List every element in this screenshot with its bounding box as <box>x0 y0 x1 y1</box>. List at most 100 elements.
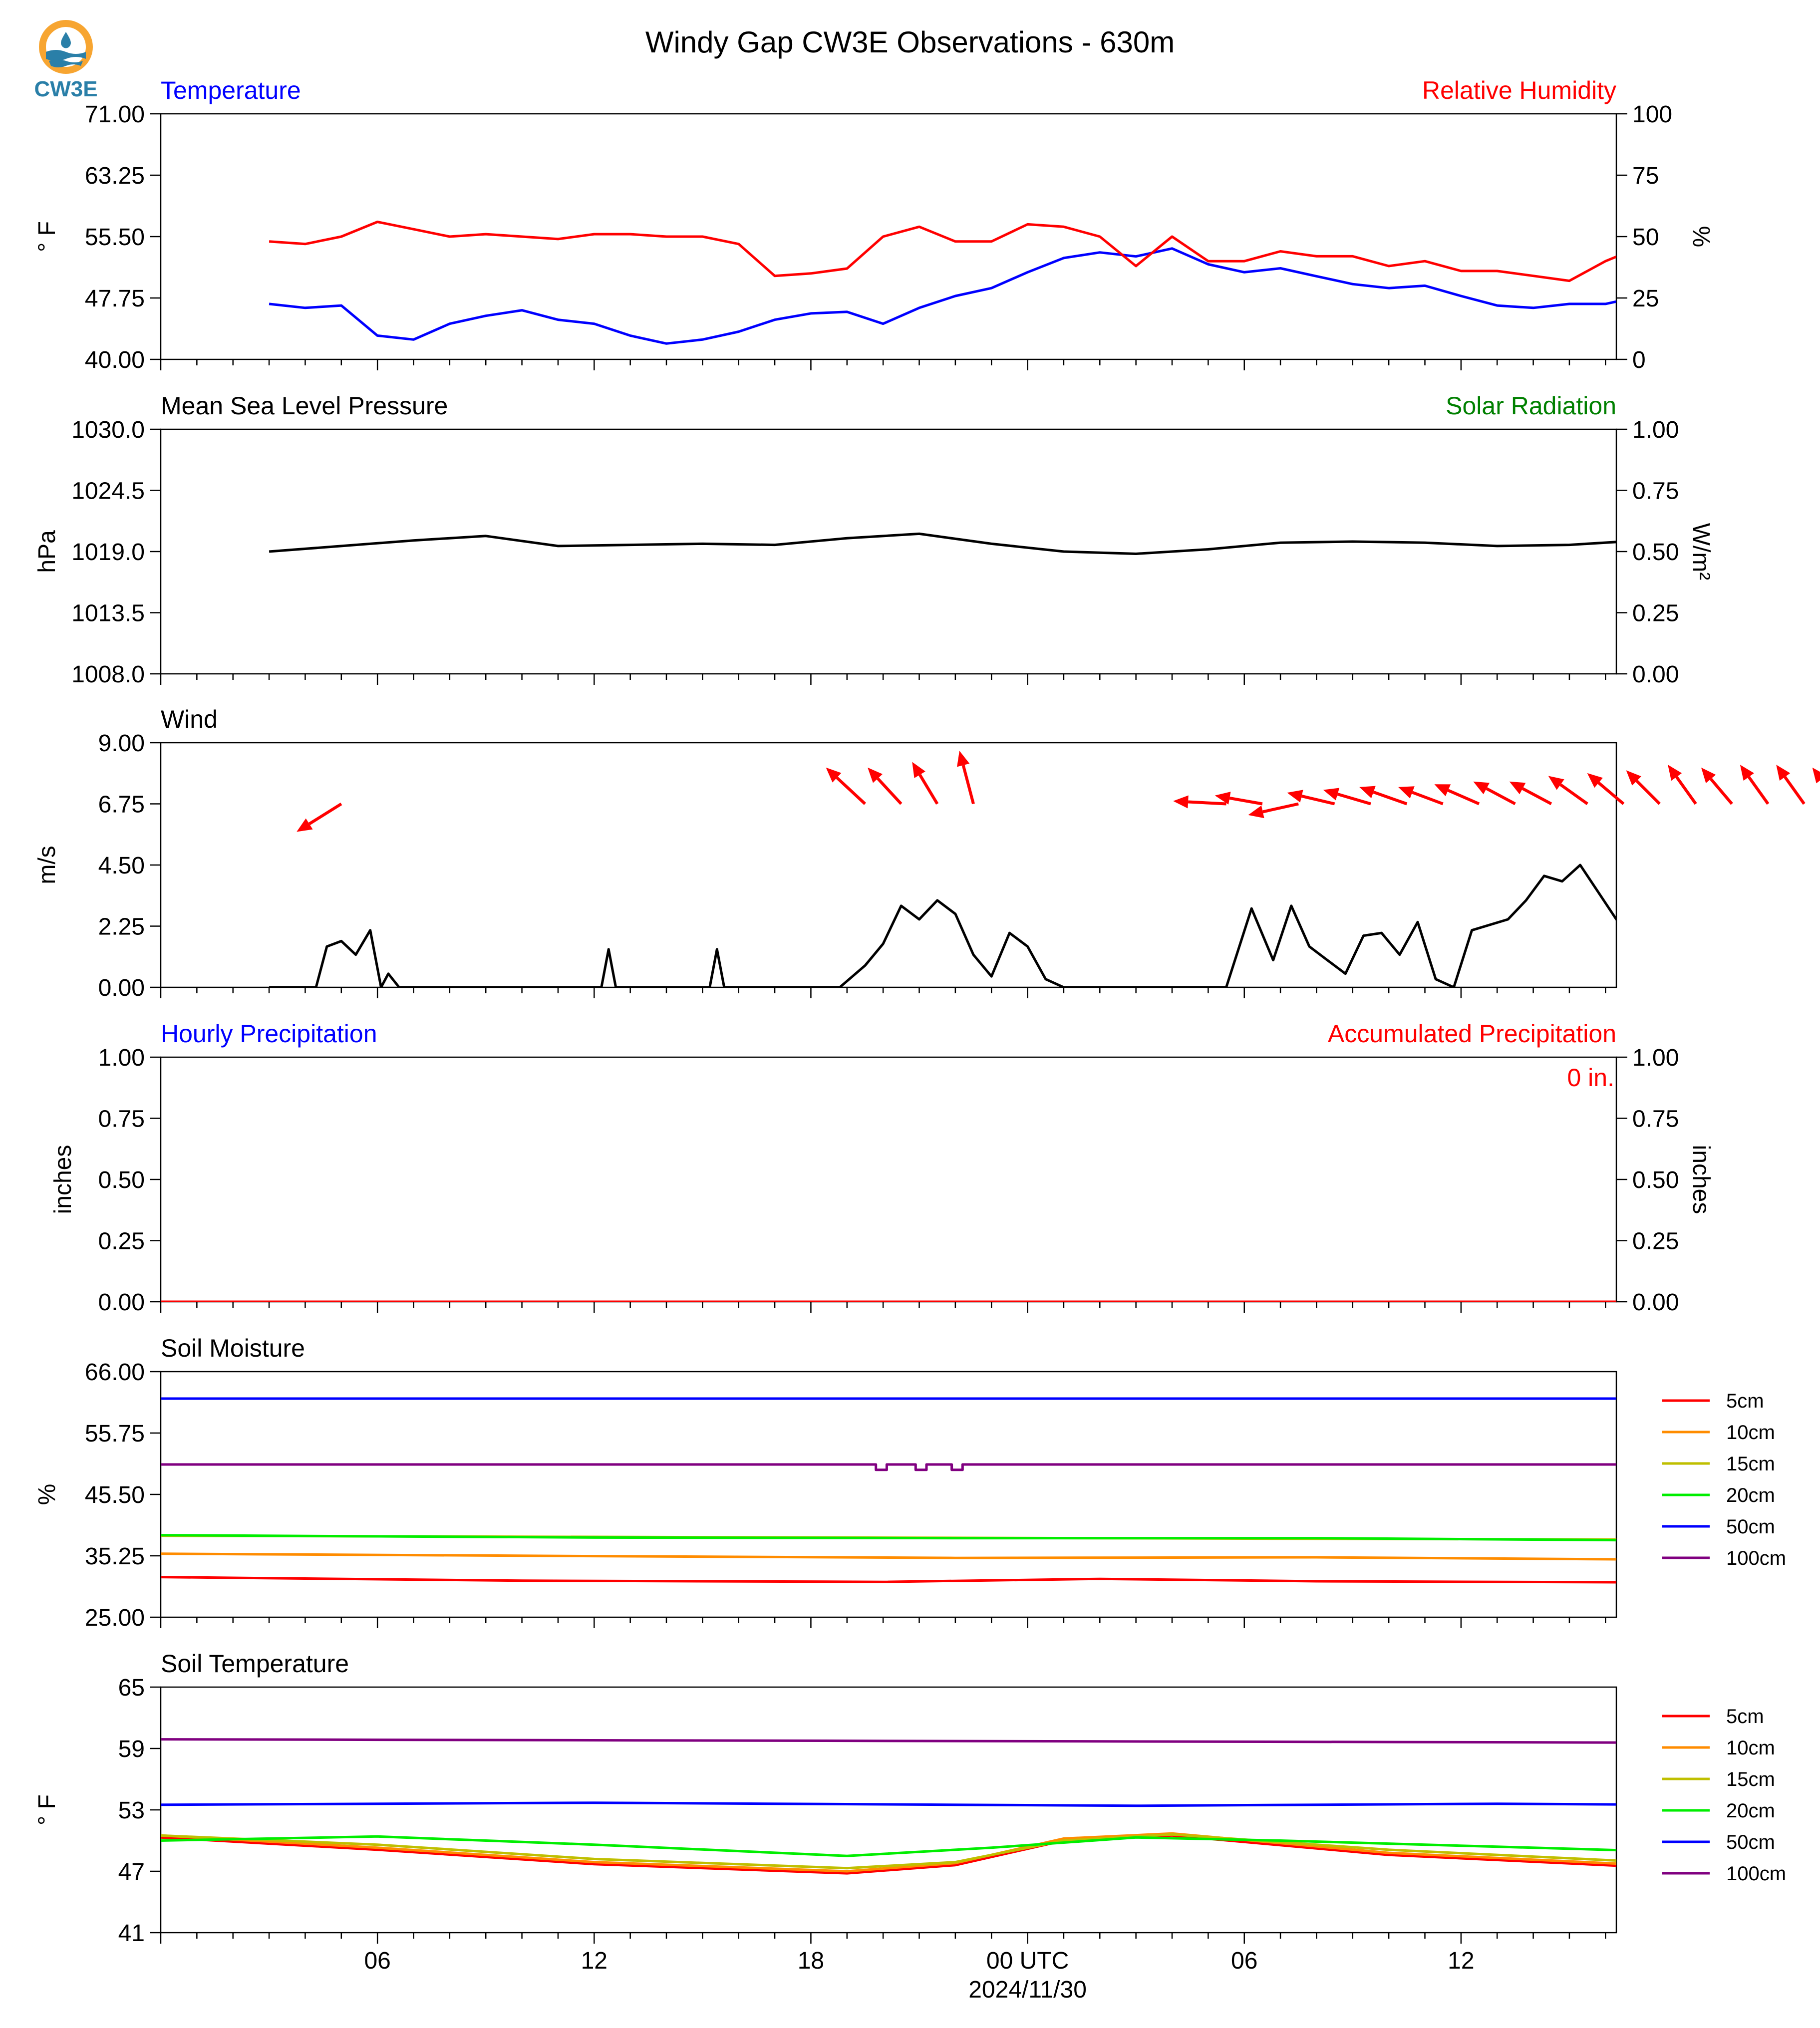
panel-title-left: Temperature <box>161 76 301 104</box>
y-tick-label-left: 1013.5 <box>71 600 145 627</box>
y-tick-label-left: 47.75 <box>85 286 145 312</box>
wind-arrow <box>1701 767 1733 805</box>
y-tick-label-left: 0.00 <box>98 1289 145 1316</box>
x-tick-label: 12 <box>1448 1948 1474 1974</box>
y-tick-label-right: 0.75 <box>1632 478 1679 505</box>
plot-frame <box>160 742 1617 988</box>
y-tick-label-left: 41 <box>118 1920 145 1947</box>
y-tick-label-left: 47 <box>118 1859 145 1885</box>
legend-label: 20cm <box>1726 1800 1775 1822</box>
panel-precip: 0.00 0.25 0.50 0.75 1.00 0.00 0.25 0.50 0.75 1.00… <box>50 1020 1714 1316</box>
y-axis-label-left: ° F <box>34 1794 60 1825</box>
legend-label: 100cm <box>1726 1547 1786 1569</box>
series-group <box>161 1397 1616 1584</box>
panel-title-left: Soil Temperature <box>161 1650 349 1678</box>
wind-arrows <box>297 751 1820 832</box>
panel-title-left: Hourly Precipitation <box>161 1020 377 1048</box>
cw3e-logo: CW3E <box>31 18 101 104</box>
plot-frame <box>160 428 1617 675</box>
y-axis-label-left: m/s <box>34 846 60 884</box>
legend-label: 100cm <box>1726 1863 1786 1885</box>
panel-soil-temperature: 41 47 53 59 65 Soil Temperature ° F 5cm 10cm 15cm… <box>34 1650 1786 2003</box>
y-axis-label-left: hPa <box>34 530 60 573</box>
legend-label: 10cm <box>1726 1422 1775 1444</box>
series-line-5cm <box>161 1576 1616 1584</box>
series-line-100cm <box>161 1738 1616 1744</box>
y-tick-label-left: 40.00 <box>85 347 145 373</box>
y-tick-label-left: 65 <box>118 1675 145 1701</box>
y-tick-label-right: 0 <box>1632 347 1646 373</box>
y-tick-label-right: 25 <box>1632 286 1659 312</box>
y-tick-label-right: 50 <box>1632 224 1659 251</box>
y-tick-label-right: 0.75 <box>1632 1106 1679 1133</box>
y-tick-label-left: 0.50 <box>98 1167 145 1193</box>
y-tick-label-right: 0.00 <box>1632 1289 1679 1316</box>
wind-arrow <box>1398 786 1444 806</box>
wind-arrow <box>957 751 975 805</box>
y-tick-label-left: 1024.5 <box>71 478 145 505</box>
plot-frame <box>160 1056 1617 1303</box>
y-tick-label-left: 63.25 <box>85 163 145 189</box>
wind-arrow <box>1473 781 1516 806</box>
y-tick-label-left: 1.00 <box>98 1045 145 1071</box>
panel-wind: 0.00 2.25 4.50 6.75 9.00 Wind m/s <box>34 705 1820 1001</box>
legend-label: 50cm <box>1726 1831 1775 1853</box>
y-tick-label-right: 0.50 <box>1632 1167 1679 1193</box>
legend-label: 5cm <box>1726 1706 1764 1728</box>
wind-arrow <box>1173 795 1226 809</box>
wind-arrow <box>1812 767 1820 784</box>
legend-label: 5cm <box>1726 1390 1764 1412</box>
plot-frame <box>160 1686 1617 1934</box>
y-tick-label-left: 55.75 <box>85 1421 145 1447</box>
y-tick-label-left: 71.00 <box>85 101 145 128</box>
wind-arrow <box>1587 773 1625 805</box>
series-group <box>161 1738 1616 1875</box>
y-tick-label-left: 45.50 <box>85 1482 145 1508</box>
series-group <box>269 864 1616 987</box>
wind-arrow <box>1740 765 1770 805</box>
panel-temp-rh: 40.00 47.75 55.50 63.25 71.00 0 25 50 75 100 Tempe… <box>34 76 1714 373</box>
x-tick-date: 2024/11/30 <box>968 1977 1087 2003</box>
panel-title-right: Accumulated Precipitation <box>1328 1020 1616 1048</box>
wind-arrow <box>1359 786 1408 806</box>
y-tick-label-left: 59 <box>118 1736 145 1762</box>
wind-arrow <box>1248 802 1299 819</box>
wind-arrow <box>826 767 867 805</box>
y-axis-label-right: % <box>1688 226 1714 248</box>
legend-label: 15cm <box>1726 1768 1775 1790</box>
panel-title-right: Relative Humidity <box>1422 76 1616 104</box>
y-tick-label-left: 0.00 <box>98 975 145 1001</box>
panel-soil-moisture: 25.00 35.25 45.50 55.75 66.00 Soil Moisture% 5… <box>34 1334 1786 1631</box>
wind-arrow <box>912 762 939 805</box>
legend-label: 15cm <box>1726 1453 1775 1475</box>
y-tick-label-left: 6.75 <box>98 792 145 818</box>
series-line-right <box>269 221 1616 283</box>
y-tick-label-left: 4.50 <box>98 853 145 879</box>
series-line-left <box>269 532 1616 555</box>
y-axis-label-right: inches <box>1688 1145 1714 1214</box>
wind-arrow <box>1668 765 1697 805</box>
logo-text: CW3E <box>34 77 98 101</box>
series-line-50cm <box>161 1801 1616 1807</box>
wind-arrow <box>1323 788 1371 806</box>
x-tick-label: 06 <box>1231 1948 1257 1974</box>
series-line-10cm <box>161 1552 1616 1561</box>
y-tick-label-left: 66.00 <box>85 1359 145 1386</box>
cw3e-logo-icon <box>39 20 93 74</box>
x-tick-label: 00 UTC <box>986 1948 1069 1974</box>
wind-arrow <box>1776 765 1806 805</box>
wind-arrow <box>297 802 342 832</box>
y-tick-label-left: 0.25 <box>98 1228 145 1255</box>
series-line-10cm <box>161 1832 1616 1873</box>
panel-title-right: Solar Radiation <box>1446 392 1616 420</box>
legend-label: 20cm <box>1726 1484 1775 1506</box>
y-tick-label-left: 1030.0 <box>71 417 145 443</box>
x-tick-label: 12 <box>581 1948 607 1974</box>
series-line-left <box>269 247 1616 345</box>
accumulated-precip-value: 0 in. <box>1567 1064 1614 1092</box>
y-tick-label-right: 100 <box>1632 101 1672 128</box>
panel-title-left: Soil Moisture <box>161 1334 305 1362</box>
series-group <box>269 532 1616 555</box>
y-tick-label-right: 1.00 <box>1632 417 1679 443</box>
panel-title-left: Wind <box>161 705 218 733</box>
